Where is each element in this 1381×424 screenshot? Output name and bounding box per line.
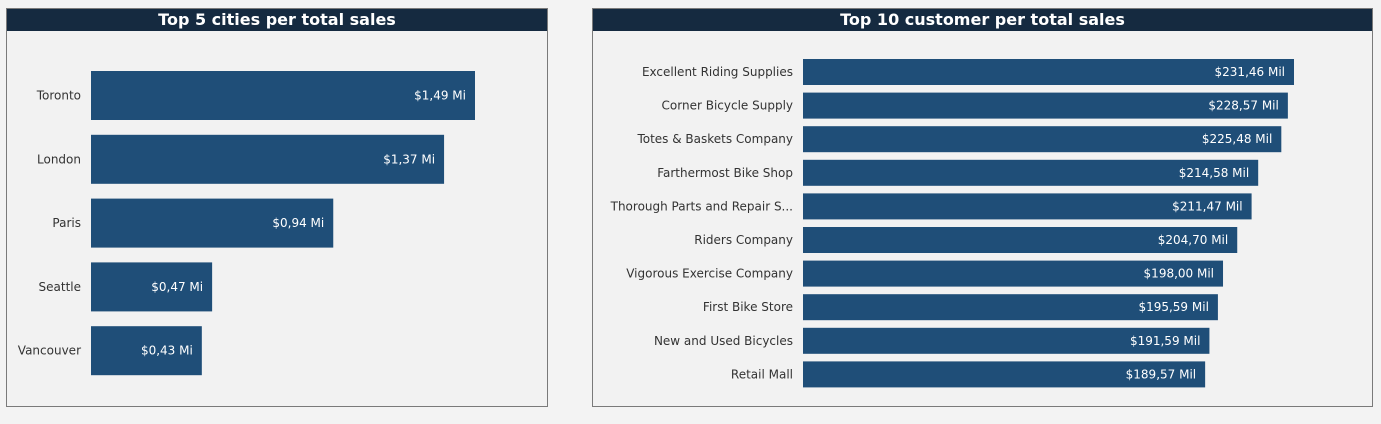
customers-chart-title: Top 10 customer per total sales: [593, 9, 1372, 31]
bar-0: [91, 71, 475, 120]
customers-bar-chart: Excellent Riding Supplies $231,46 Mil Corn…: [610, 59, 1294, 388]
value-label-8: $191,59 Mil: [1130, 334, 1200, 348]
bar-6: [803, 260, 1224, 287]
bar-2: [91, 198, 334, 248]
category-label-7: First Bike Store: [703, 300, 793, 314]
value-label-2: $0,94 Mi: [272, 216, 324, 230]
bar-8: [803, 327, 1210, 354]
bar-9: [803, 361, 1206, 388]
category-label-0: Excellent Riding Supplies: [642, 65, 793, 79]
category-label-5: Riders Company: [694, 233, 793, 247]
value-label-2: $225,48 Mil: [1202, 132, 1272, 146]
bar-1: [803, 92, 1288, 119]
customers-chart-panel: Top 10 customer per total sales Excellen…: [592, 8, 1373, 407]
bar-1: [91, 134, 445, 184]
category-label-3: Farthermost Bike Shop: [657, 166, 793, 180]
category-label-1: London: [37, 152, 81, 166]
value-label-3: $0,47 Mi: [151, 280, 203, 294]
category-label-8: New and Used Bicycles: [654, 334, 793, 348]
category-label-2: Totes & Baskets Company: [636, 132, 793, 146]
category-label-4: Thorough Parts and Repair S...: [610, 199, 793, 213]
category-label-1: Corner Bicycle Supply: [662, 99, 793, 113]
cities-chart-panel: Top 5 cities per total sales Toronto $1,4…: [6, 8, 548, 407]
category-label-4: Vancouver: [18, 344, 81, 358]
value-label-1: $228,57 Mil: [1208, 99, 1278, 113]
value-label-4: $0,43 Mi: [141, 344, 193, 358]
category-label-3: Seattle: [39, 280, 81, 294]
bar-4: [91, 326, 202, 376]
value-label-6: $198,00 Mil: [1144, 267, 1214, 281]
category-label-6: Vigorous Exercise Company: [626, 267, 793, 281]
cities-chart-title: Top 5 cities per total sales: [7, 9, 547, 31]
bar-5: [803, 227, 1238, 253]
value-label-4: $211,47 Mil: [1172, 199, 1242, 213]
bar-2: [803, 126, 1282, 153]
value-label-0: $231,46 Mil: [1215, 65, 1285, 79]
category-label-0: Toronto: [36, 89, 81, 103]
value-label-7: $195,59 Mil: [1138, 300, 1208, 314]
bar-4: [803, 193, 1252, 220]
value-label-5: $204,70 Mil: [1158, 233, 1228, 247]
bar-3: [91, 262, 213, 312]
bar-7: [803, 294, 1218, 321]
category-label-9: Retail Mall: [731, 367, 793, 381]
value-label-3: $214,58 Mil: [1179, 166, 1249, 180]
cities-bar-chart: Toronto $1,49 Mi London $1,37 Mi Paris $0,94 …: [18, 71, 475, 376]
category-label-2: Paris: [52, 216, 81, 230]
bar-0: [803, 59, 1294, 85]
bar-3: [803, 159, 1259, 186]
value-label-9: $189,57 Mil: [1126, 367, 1196, 381]
value-label-1: $1,37 Mi: [383, 152, 435, 166]
value-label-0: $1,49 Mi: [414, 89, 466, 103]
